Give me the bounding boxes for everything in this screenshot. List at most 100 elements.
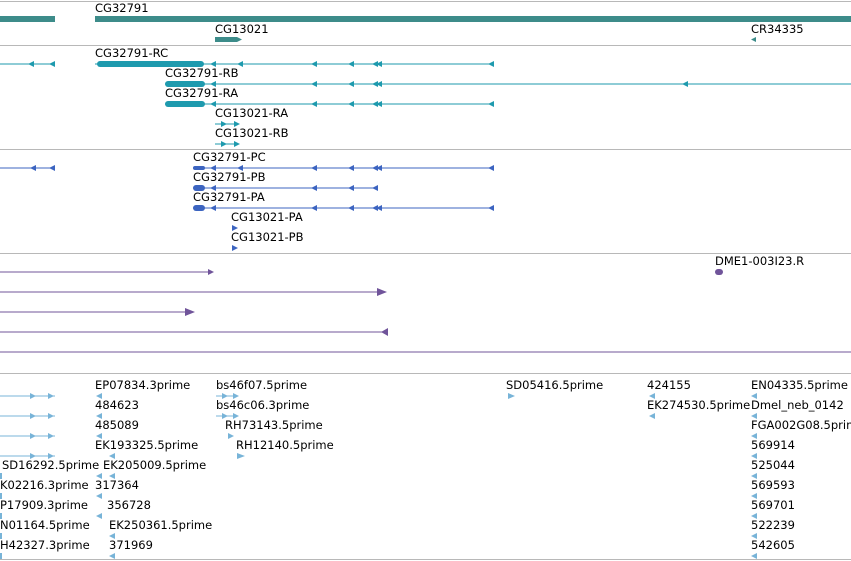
est-label[interactable]: 317364 <box>95 478 139 492</box>
est-label[interactable]: bs46f07.5prime <box>216 378 308 392</box>
est-label[interactable]: EK274530.5prime <box>647 398 751 412</box>
est-feature[interactable] <box>649 413 655 419</box>
est-label[interactable]: 424155 <box>647 378 691 392</box>
protein-arrow <box>348 205 354 211</box>
est-label[interactable]: 569914 <box>751 438 795 452</box>
est-arrow <box>30 413 36 419</box>
est-feature[interactable] <box>0 553 2 559</box>
est-label[interactable]: 542605 <box>751 538 795 552</box>
est-feature[interactable] <box>649 393 655 399</box>
est-feature[interactable] <box>751 393 757 399</box>
est-feature[interactable] <box>109 533 115 539</box>
est-feature[interactable] <box>0 533 2 539</box>
transcript-arrow <box>348 81 354 87</box>
cdna-label[interactable]: DME1-003I23.R <box>715 254 805 268</box>
est-label[interactable]: SD05416.5prime <box>506 378 604 392</box>
transcript-label[interactable]: CG32791-RB <box>165 66 239 80</box>
est-label[interactable]: EK205009.5prime <box>103 458 207 472</box>
est-feature[interactable] <box>237 453 245 459</box>
est-label[interactable]: P17909.3prime <box>0 498 88 512</box>
transcript-label[interactable]: CG13021-RA <box>215 106 289 120</box>
protein-feature-cg13021-pb[interactable] <box>232 245 238 251</box>
est-feature[interactable] <box>96 493 102 499</box>
est-feature[interactable] <box>751 493 757 499</box>
est-label[interactable]: 525044 <box>751 458 795 472</box>
est-label[interactable]: 484623 <box>95 398 139 412</box>
transcript-label[interactable]: CG32791-RC <box>95 46 169 60</box>
est-label[interactable]: RH12140.5prime <box>236 438 334 452</box>
est-label[interactable]: EK250361.5prime <box>109 518 213 532</box>
cdna-feature-dme1[interactable] <box>715 269 723 275</box>
transcript-exon-cg32791-rc[interactable] <box>97 61 204 67</box>
est-feature[interactable] <box>96 473 102 479</box>
est-feature[interactable] <box>508 393 515 399</box>
est-feature[interactable] <box>0 473 2 479</box>
est-feature[interactable] <box>0 513 2 519</box>
est-label[interactable]: EP07834.3prime <box>95 378 191 392</box>
gene-label-cg13021[interactable]: CG13021 <box>215 22 269 36</box>
transcript-arrow <box>28 61 34 67</box>
gene-feature-cg13021[interactable] <box>215 37 237 42</box>
est-feature[interactable] <box>96 393 102 399</box>
est-label[interactable]: Dmel_neb_0142 <box>751 398 844 412</box>
est-label[interactable]: EK193325.5prime <box>95 438 199 452</box>
est-label[interactable]: 485089 <box>95 418 139 432</box>
est-feature[interactable] <box>96 513 102 519</box>
transcript-label[interactable]: CG13021-RB <box>215 126 289 140</box>
protein-exon[interactable] <box>193 166 205 170</box>
protein-label[interactable]: CG32791-PC <box>193 150 266 164</box>
est-feature[interactable] <box>751 433 757 439</box>
est-label[interactable]: 356728 <box>107 498 151 512</box>
transcript-arrow <box>682 81 688 87</box>
gene-feature-cg32791[interactable] <box>95 16 851 22</box>
est-feature[interactable] <box>751 553 757 559</box>
protein-arrow <box>488 205 494 211</box>
est-feature[interactable] <box>751 533 757 539</box>
est-feature[interactable] <box>751 513 757 519</box>
protein-label[interactable]: CG32791-PB <box>193 170 266 184</box>
est-feature[interactable] <box>751 453 757 459</box>
gene-label-cg32791[interactable]: CG32791 <box>95 1 149 15</box>
est-feature[interactable] <box>96 433 102 439</box>
est-label[interactable]: SD16292.5prime <box>2 458 100 472</box>
transcript-label[interactable]: CG32791-RA <box>165 86 239 100</box>
protein-label[interactable]: CG13021-PA <box>231 210 303 224</box>
est-feature[interactable] <box>0 493 2 499</box>
est-label[interactable]: 522239 <box>751 518 795 532</box>
est-label[interactable]: 569701 <box>751 498 795 512</box>
gene-label-cr34335[interactable]: CR34335 <box>751 22 804 36</box>
protein-label[interactable]: CG13021-PB <box>231 230 304 244</box>
est-label[interactable]: 569593 <box>751 478 795 492</box>
est-feature[interactable] <box>109 473 115 479</box>
gene-feature-left[interactable] <box>0 16 55 22</box>
transcript-exon-cg32791-ra[interactable] <box>165 101 205 107</box>
est-feature[interactable] <box>228 433 234 439</box>
protein-exon[interactable] <box>193 185 205 191</box>
protein-label[interactable]: CG32791-PA <box>193 190 265 204</box>
transcript-exon-cg32791-rb[interactable] <box>165 81 205 87</box>
est-label[interactable]: bs46c06.3prime <box>216 398 310 412</box>
est-feature[interactable] <box>109 453 115 459</box>
protein-exon[interactable] <box>193 205 205 211</box>
est-arrow <box>48 393 54 399</box>
transcript-arrow <box>348 61 354 67</box>
transcript-arrow <box>372 81 378 87</box>
protein-feature-cg13021-pa[interactable] <box>232 225 238 231</box>
est-label[interactable]: FGA002G08.5prime <box>751 418 851 432</box>
est-feature[interactable] <box>109 553 115 559</box>
protein-arrow <box>376 205 382 211</box>
est-label[interactable]: RH73143.5prime <box>225 418 323 432</box>
protein-arrow <box>311 205 317 211</box>
est-label[interactable]: 371969 <box>109 538 153 552</box>
est-label[interactable]: N01164.5prime <box>0 518 90 532</box>
protein-track <box>0 165 494 251</box>
est-feature[interactable] <box>751 413 757 419</box>
gene-feature-cr34335[interactable] <box>751 37 756 42</box>
est-feature[interactable] <box>96 413 102 419</box>
transcript-arrow <box>210 81 216 87</box>
est-label[interactable]: EN04335.5prime <box>751 378 848 392</box>
est-feature[interactable] <box>751 473 757 479</box>
est-label[interactable]: H42327.3prime <box>0 538 90 552</box>
est-label[interactable]: K02216.3prime <box>0 478 89 492</box>
